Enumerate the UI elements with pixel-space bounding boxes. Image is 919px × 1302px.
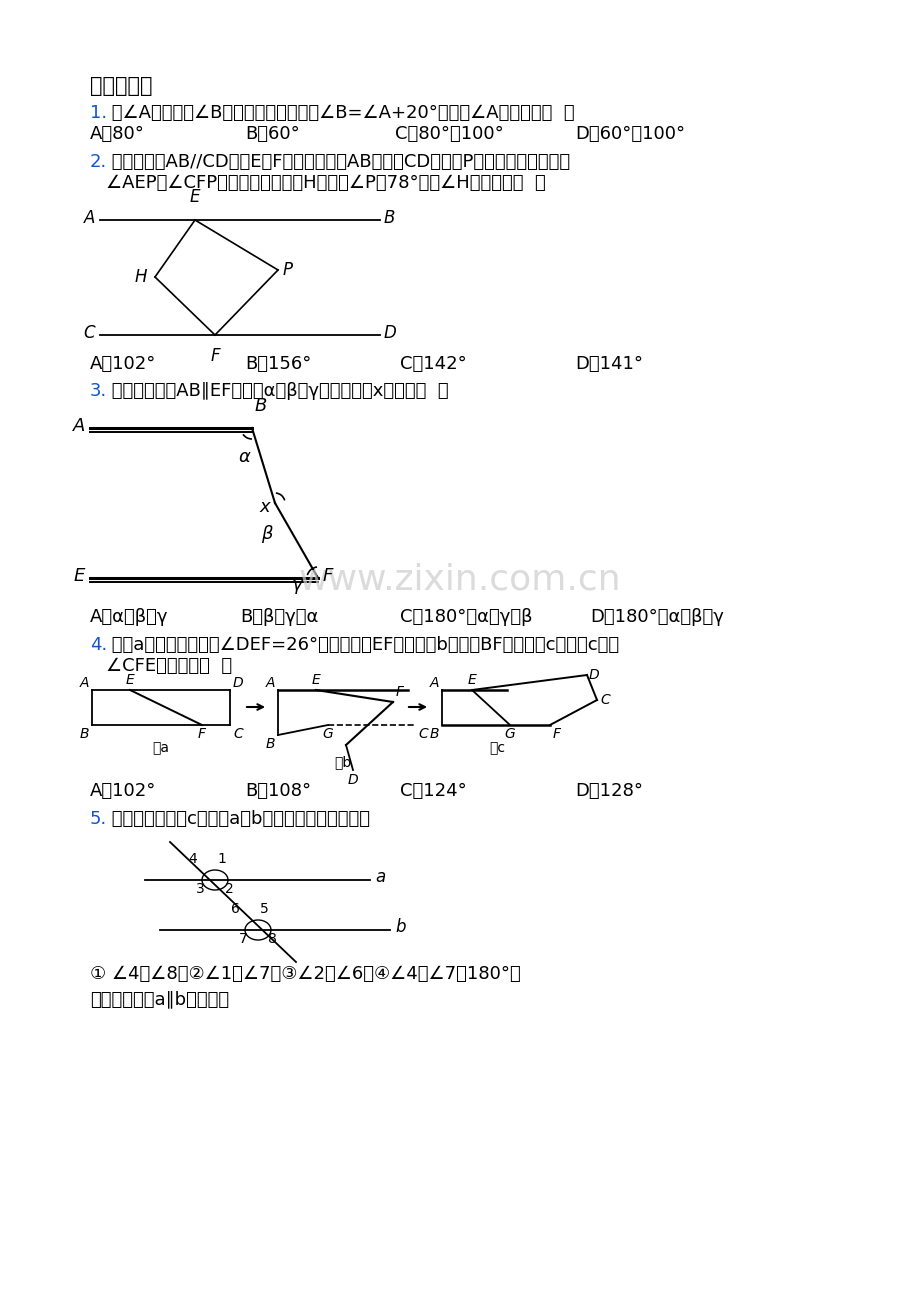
Text: A: A bbox=[429, 676, 438, 690]
Text: ① ∠4＝∠8；②∠1＝∠7；③∠2＝∠6；④∠4＋∠7＝180°．: ① ∠4＝∠8；②∠1＝∠7；③∠2＝∠6；④∠4＋∠7＝180°． bbox=[90, 965, 520, 983]
Text: A．102°: A．102° bbox=[90, 783, 156, 799]
Text: D: D bbox=[383, 324, 396, 342]
Text: 如图a是长方形纸带，∠DEF=26°，将纸带沿EF折叠成图b，再沿BF折叠成图c，则图c中的: 如图a是长方形纸带，∠DEF=26°，将纸带沿EF折叠成图b，再沿BF折叠成图c… bbox=[106, 635, 618, 654]
Text: G: G bbox=[505, 727, 515, 741]
Text: 4: 4 bbox=[188, 852, 197, 866]
Text: E: E bbox=[312, 673, 320, 687]
Text: F: F bbox=[198, 727, 206, 741]
Text: 1.: 1. bbox=[90, 104, 107, 122]
Text: B: B bbox=[429, 727, 438, 741]
Text: F: F bbox=[552, 727, 561, 741]
Text: E: E bbox=[126, 673, 134, 687]
Text: β: β bbox=[261, 525, 272, 543]
Text: B: B bbox=[79, 727, 89, 741]
Text: C．142°: C．142° bbox=[400, 355, 466, 372]
Text: E: E bbox=[74, 566, 85, 585]
Text: 图c: 图c bbox=[489, 741, 505, 755]
Text: A．102°: A．102° bbox=[90, 355, 156, 372]
Text: A: A bbox=[266, 676, 275, 690]
Text: 图a: 图a bbox=[153, 741, 169, 755]
Text: ∠CFE的度数是（  ）: ∠CFE的度数是（ ） bbox=[106, 658, 232, 674]
Text: B．60°: B．60° bbox=[244, 125, 300, 143]
Text: C: C bbox=[233, 727, 243, 741]
Text: D: D bbox=[588, 668, 599, 682]
Text: 8: 8 bbox=[267, 932, 277, 947]
Text: G: G bbox=[323, 727, 333, 741]
Text: D: D bbox=[347, 773, 357, 786]
Text: 其中能够说明a∥b的条件有: 其中能够说明a∥b的条件有 bbox=[90, 990, 229, 1008]
Text: A: A bbox=[79, 676, 89, 690]
Text: B．β＋γ－α: B．β＋γ－α bbox=[240, 608, 318, 626]
Text: 2: 2 bbox=[225, 881, 233, 896]
Text: E: E bbox=[189, 187, 200, 206]
Text: ∠AEP和∠CFP的角平分线交于点H，已知∠P＝78°，则∠H的度数为（  ）: ∠AEP和∠CFP的角平分线交于点H，已知∠P＝78°，则∠H的度数为（ ） bbox=[106, 174, 545, 191]
Text: b: b bbox=[394, 918, 405, 936]
Text: B．108°: B．108° bbox=[244, 783, 311, 799]
Text: C．180°－α－γ＋β: C．180°－α－γ＋β bbox=[400, 608, 532, 626]
Text: γ: γ bbox=[291, 575, 302, 594]
Text: A．α＋β＋γ: A．α＋β＋γ bbox=[90, 608, 168, 626]
Text: α: α bbox=[238, 448, 250, 466]
Text: C．80°或100°: C．80°或100° bbox=[394, 125, 504, 143]
Text: B: B bbox=[255, 397, 267, 415]
Text: B: B bbox=[383, 210, 395, 227]
Text: A: A bbox=[73, 417, 85, 435]
Text: B．156°: B．156° bbox=[244, 355, 311, 372]
Text: C: C bbox=[417, 727, 427, 741]
Text: C: C bbox=[84, 324, 95, 342]
Text: www.zixin.com.cn: www.zixin.com.cn bbox=[299, 562, 620, 598]
Text: D．141°: D．141° bbox=[574, 355, 642, 372]
Text: A．80°: A．80° bbox=[90, 125, 144, 143]
Text: D．180°＋α＋β－γ: D．180°＋α＋β－γ bbox=[589, 608, 723, 626]
Text: F: F bbox=[210, 348, 220, 365]
Text: x: x bbox=[259, 497, 269, 516]
Text: D．128°: D．128° bbox=[574, 783, 642, 799]
Text: 图b: 图b bbox=[334, 755, 351, 769]
Text: a: a bbox=[375, 868, 385, 885]
Text: C．124°: C．124° bbox=[400, 783, 466, 799]
Text: 6: 6 bbox=[231, 902, 240, 917]
Text: 4.: 4. bbox=[90, 635, 108, 654]
Text: D．60°或100°: D．60°或100° bbox=[574, 125, 685, 143]
Text: 3: 3 bbox=[196, 881, 205, 896]
Text: 1: 1 bbox=[217, 852, 226, 866]
Text: F: F bbox=[395, 685, 403, 699]
Text: 如图所示，若AB∥EF，用含α、β、γ的式子表示x，应为（  ）: 如图所示，若AB∥EF，用含α、β、γ的式子表示x，应为（ ） bbox=[106, 381, 448, 400]
Text: 5.: 5. bbox=[90, 810, 108, 828]
Text: 如图，直线AB//CD，点E，F分别在直线．AB和直线CD上，点P在两条平行线之间，: 如图，直线AB//CD，点E，F分别在直线．AB和直线CD上，点P在两条平行线之… bbox=[106, 154, 570, 171]
Text: 7: 7 bbox=[239, 932, 248, 947]
Text: 2.: 2. bbox=[90, 154, 108, 171]
Text: C: C bbox=[599, 693, 609, 707]
Text: E: E bbox=[467, 673, 476, 687]
Text: D: D bbox=[233, 676, 244, 690]
Text: 若∠A的两边与∠B的两边分别平行，且∠B=∠A+20°，那么∠A的度数为（  ）: 若∠A的两边与∠B的两边分别平行，且∠B=∠A+20°，那么∠A的度数为（ ） bbox=[106, 104, 574, 122]
Text: F: F bbox=[323, 566, 333, 585]
Text: B: B bbox=[266, 737, 275, 751]
Text: 3.: 3. bbox=[90, 381, 108, 400]
Text: 5: 5 bbox=[260, 902, 268, 917]
Text: P: P bbox=[283, 260, 292, 279]
Text: H: H bbox=[134, 268, 147, 286]
Text: 一、选择题: 一、选择题 bbox=[90, 76, 153, 96]
Text: A: A bbox=[84, 210, 95, 227]
Text: 如图所示，直线c截直线a，b，给出下列以下条件：: 如图所示，直线c截直线a，b，给出下列以下条件： bbox=[106, 810, 369, 828]
